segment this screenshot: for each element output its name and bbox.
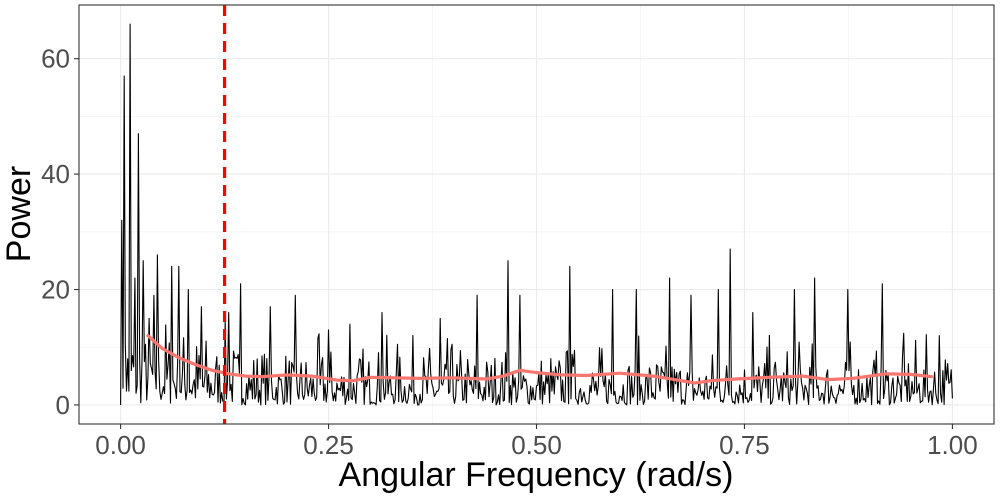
axes: 0.00 0.25 0.50 0.75 1.00 0 20 40 60: [41, 44, 978, 460]
x-tick-label: 1.00: [927, 430, 978, 460]
y-tick-label: 60: [41, 44, 70, 74]
y-tick-label: 0: [56, 390, 70, 420]
x-tick-label: 0.50: [511, 430, 562, 460]
x-tick-label: 0.75: [719, 430, 770, 460]
y-axis-title: Power: [0, 166, 38, 262]
x-tick-label: 0.00: [95, 430, 146, 460]
grid: [79, 5, 994, 424]
y-tick-label: 20: [41, 275, 70, 305]
smoothed-trend-line: [146, 334, 934, 385]
x-axis-title: Angular Frequency (rad/s): [339, 456, 734, 494]
x-tick-label: 0.25: [303, 430, 354, 460]
y-tick-label: 40: [41, 159, 70, 189]
plot-area: [120, 5, 953, 424]
periodogram-line: [120, 23, 953, 406]
